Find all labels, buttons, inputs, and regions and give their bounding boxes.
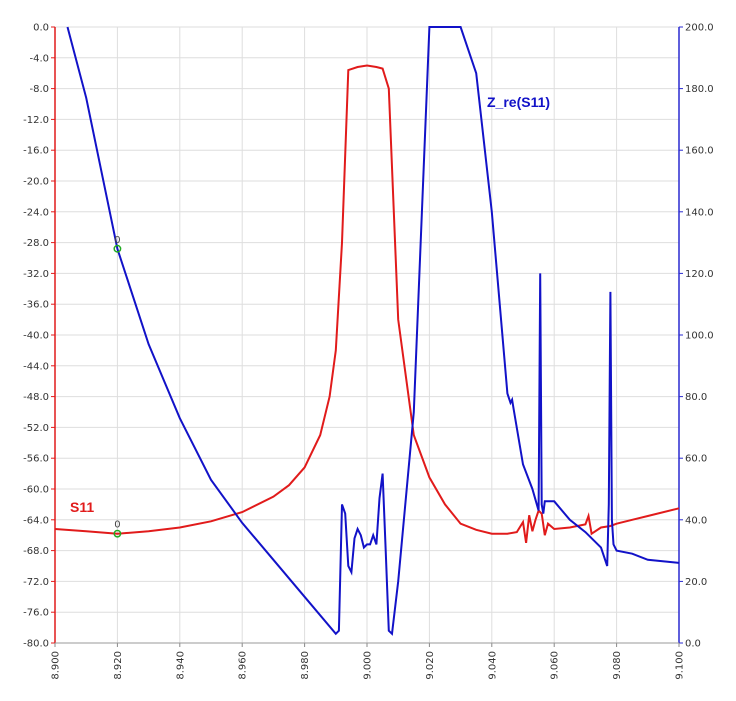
zre-series-line [66,26,680,636]
x-tick-label: 9.080 [612,651,623,680]
right-tick-label: 80.0 [685,392,707,403]
left-tick-label: 0.0 [33,23,49,34]
grid [54,26,680,644]
left-tick-label: -64.0 [23,515,49,526]
left-tick-label: -72.0 [23,577,49,588]
left-tick-label: -16.0 [23,146,49,157]
left-tick-label: -8.0 [29,84,49,95]
left-tick-label: -44.0 [23,361,49,372]
left-tick-label: -4.0 [29,53,49,64]
x-tick-label: 8.920 [113,651,124,680]
right-tick-label: 140.0 [685,207,714,218]
x-tick-label: 9.060 [550,651,561,680]
right-tick-label: 120.0 [685,269,714,280]
left-tick-label: -12.0 [23,115,49,126]
right-tick-label: 180.0 [685,84,714,95]
x-axis: 8.900 8.920 8.940 8.960 8.980 9.000 9.020 9.040… [51,642,686,680]
right-tick-label: 200.0 [685,23,714,34]
marker-point [113,244,122,253]
left-tick-label: -68.0 [23,546,49,557]
left-axis: 0.0 -4.0 -8.0 -12.0 -16.0 -20.0 -24.0 -28.0 -32.… [23,23,56,650]
x-tick-label: 9.100 [675,651,686,680]
marker-label: 0 [114,235,120,246]
x-tick-label: 8.940 [175,651,186,680]
marker-label: 0 [114,520,120,531]
left-tick-label: -52.0 [23,423,49,434]
left-tick-label: -56.0 [23,454,49,465]
left-tick-label: -32.0 [23,269,49,280]
x-tick-label: 9.020 [425,651,436,680]
x-tick-label: 8.980 [300,651,311,680]
left-tick-label: -60.0 [23,485,49,496]
zre-series-label: Z_re(S11) [487,94,550,110]
right-axis: 200.0 180.0 160.0 140.0 120.0 100.0 80.0 60.0 40… [678,23,714,650]
left-tick-label: -80.0 [23,639,49,650]
s11-series-label: S11 [70,499,94,515]
left-tick-label: -36.0 [23,300,49,311]
left-tick-label: -76.0 [23,608,49,619]
right-tick-label: 40.0 [685,515,707,526]
marker-point [113,529,122,538]
left-tick-label: -28.0 [23,238,49,249]
left-tick-label: -48.0 [23,392,49,403]
x-tick-label: 9.000 [363,651,374,680]
right-tick-label: 20.0 [685,577,707,588]
left-tick-label: -20.0 [23,177,49,188]
right-tick-label: 100.0 [685,331,714,342]
left-tick-label: -40.0 [23,331,49,342]
x-tick-label: 8.960 [238,651,249,680]
s11-series-line [54,64,680,544]
right-tick-label: 160.0 [685,146,714,157]
right-tick-label: 0.0 [685,639,701,650]
right-tick-label: 60.0 [685,454,707,465]
markers: 00 [113,235,122,538]
x-tick-label: 9.040 [487,651,498,680]
x-tick-label: 8.900 [51,651,62,680]
left-tick-label: -24.0 [23,207,49,218]
